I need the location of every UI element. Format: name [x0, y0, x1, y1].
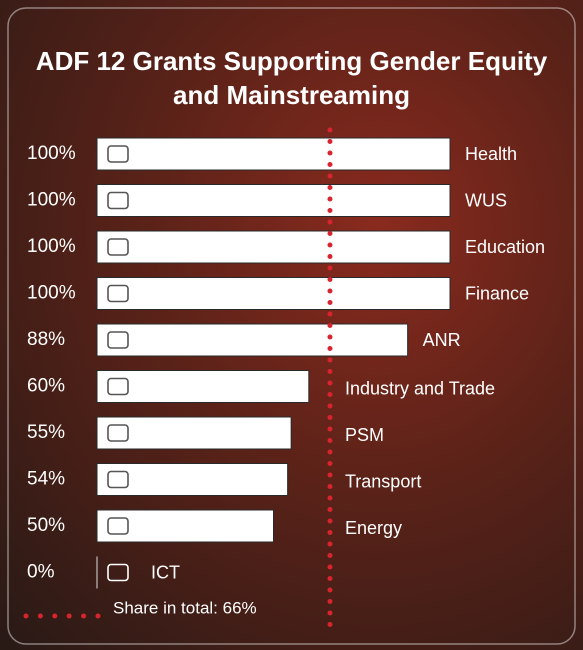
value-label: 88% — [27, 329, 65, 350]
icon — [107, 377, 129, 396]
category-label: Education — [465, 237, 545, 257]
bar — [96, 370, 310, 403]
icon — [107, 145, 129, 163]
category-label: ICT — [151, 562, 180, 582]
value-label: 55% — [27, 422, 65, 443]
bar — [96, 416, 292, 450]
value-label: 100% — [27, 236, 76, 257]
value-label: 100% — [27, 143, 76, 164]
legend-label: Share in total: 66% — [113, 598, 257, 617]
bar — [96, 509, 274, 543]
card-border — [7, 7, 576, 645]
category-label: Health — [465, 144, 517, 164]
value-label: 54% — [27, 469, 65, 490]
icon — [107, 284, 129, 303]
bar — [96, 137, 451, 171]
value-label: 100% — [27, 283, 76, 304]
value-label: 100% — [27, 190, 76, 211]
icon — [107, 331, 129, 349]
value-label: 50% — [27, 515, 65, 536]
category-label: PSM — [345, 425, 384, 445]
category-label: ANR — [423, 330, 461, 350]
bar — [96, 323, 409, 357]
icon — [107, 424, 129, 442]
icon — [107, 470, 129, 489]
icon — [107, 563, 129, 582]
value-label: 60% — [27, 376, 65, 397]
icon — [107, 517, 129, 535]
bar — [96, 230, 451, 264]
chart-title: ADF 12 Grants Supporting Gender Equity a… — [35, 46, 548, 110]
value-label: 0% — [27, 562, 55, 583]
category-label: Energy — [345, 518, 402, 538]
category-label: Transport — [345, 471, 421, 491]
title-box: ADF 12 Grants Supporting Gender Equity a… — [35, 46, 548, 110]
icon — [107, 238, 129, 256]
bar — [96, 463, 289, 496]
category-label: Finance — [465, 283, 529, 303]
category-label: WUS — [465, 190, 507, 210]
bar — [96, 277, 451, 310]
bar — [96, 184, 451, 217]
category-label: Industry and Trade — [345, 378, 495, 398]
icon — [107, 191, 129, 210]
